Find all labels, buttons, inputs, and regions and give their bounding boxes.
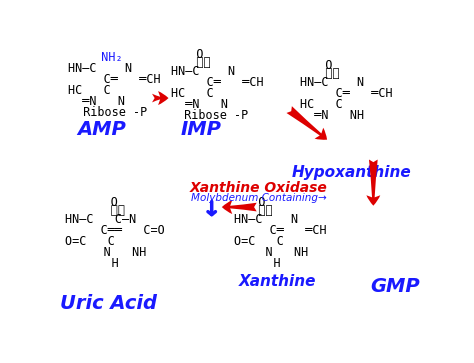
Text: Xanthine: Xanthine [239,274,317,289]
Text: IMP: IMP [180,121,221,139]
Text: ∥∥: ∥∥ [237,204,273,217]
Text: Xanthine Oxidase: Xanthine Oxidase [190,180,328,195]
Text: Ribose -P: Ribose -P [76,106,147,119]
Text: HC   C: HC C [171,87,214,100]
Text: ∥∥: ∥∥ [68,204,126,217]
Text: HN–C    N: HN–C N [171,65,236,78]
Text: ∥∥: ∥∥ [303,67,339,80]
Text: N   NH: N NH [237,246,309,259]
Text: H: H [245,257,281,270]
Text: Hypoxanthine: Hypoxanthine [292,165,411,180]
Text: O: O [303,59,332,72]
Text: NH₂: NH₂ [87,50,122,64]
Text: H: H [76,257,118,270]
Text: AMP: AMP [77,121,126,139]
Text: O: O [237,196,266,209]
Text: C══   C=O: C══ C=O [65,224,164,237]
Text: HN–C    N: HN–C N [68,62,133,75]
Text: HN–C   C–N: HN–C C–N [65,213,136,226]
Text: O: O [175,48,203,61]
Text: ═N   NH: ═N NH [300,109,364,122]
Text: O: O [68,196,118,209]
Text: O=C   C: O=C C [234,235,283,248]
Text: C═   ═CH: C═ ═CH [300,87,392,100]
Text: ∥∥: ∥∥ [175,56,210,69]
Text: ═N   N: ═N N [68,95,126,108]
Text: C═   ═CH: C═ ═CH [234,224,327,237]
Text: GMP: GMP [371,277,420,296]
Text: C═   ═CH: C═ ═CH [171,76,264,89]
Text: HN–C    N: HN–C N [300,76,364,89]
Text: HC   C: HC C [300,98,343,111]
Text: Molybdenum Containing→: Molybdenum Containing→ [191,193,327,203]
Text: Ribose -P: Ribose -P [177,109,248,122]
Text: C═   ═CH: C═ ═CH [68,73,161,86]
Text: Uric Acid: Uric Acid [60,294,157,313]
Text: HN–C    N: HN–C N [234,213,298,226]
Text: O=C   C: O=C C [65,235,115,248]
Text: ═N   N: ═N N [171,98,228,111]
Text: N   NH: N NH [68,246,147,259]
Text: HC   C: HC C [68,84,111,97]
